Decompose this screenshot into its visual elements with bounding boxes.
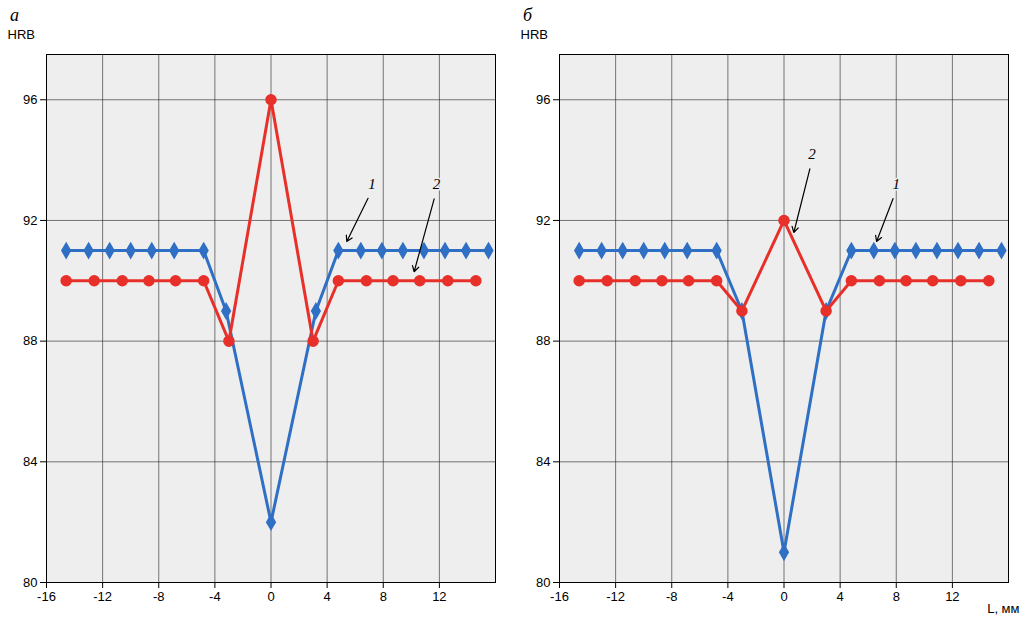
svg-text:96: 96 xyxy=(536,92,550,107)
svg-text:88: 88 xyxy=(536,333,550,348)
svg-text:8: 8 xyxy=(380,589,387,604)
svg-text:84: 84 xyxy=(23,454,37,469)
svg-text:0: 0 xyxy=(780,589,787,604)
svg-text:-16: -16 xyxy=(37,589,56,604)
svg-text:2: 2 xyxy=(433,176,441,192)
svg-text:12: 12 xyxy=(945,589,959,604)
svg-text:80: 80 xyxy=(23,575,37,590)
svg-text:12: 12 xyxy=(432,589,446,604)
svg-text:4: 4 xyxy=(837,589,844,604)
svg-text:L, мм: L, мм xyxy=(987,601,1019,616)
svg-text:8: 8 xyxy=(893,589,900,604)
html-text:б: б xyxy=(523,5,533,25)
svg-text:0: 0 xyxy=(267,589,274,604)
svg-text:80: 80 xyxy=(536,575,550,590)
svg-text:92: 92 xyxy=(536,213,550,228)
svg-text:-12: -12 xyxy=(606,589,625,604)
svg-text:-8: -8 xyxy=(666,589,678,604)
svg-text:-4: -4 xyxy=(722,589,734,604)
svg-text:HRB: HRB xyxy=(521,27,548,42)
svg-text:HRB: HRB xyxy=(8,27,35,42)
svg-text:-16: -16 xyxy=(550,589,569,604)
svg-text:96: 96 xyxy=(23,92,37,107)
svg-text:1: 1 xyxy=(893,176,901,192)
svg-text:-12: -12 xyxy=(93,589,112,604)
svg-text:2: 2 xyxy=(808,146,816,162)
html-text:а: а xyxy=(10,5,19,25)
svg-text:-8: -8 xyxy=(153,589,165,604)
svg-text:92: 92 xyxy=(23,213,37,228)
svg-text:88: 88 xyxy=(23,333,37,348)
svg-text:-4: -4 xyxy=(209,589,221,604)
svg-text:4: 4 xyxy=(324,589,331,604)
svg-text:1: 1 xyxy=(368,176,376,192)
svg-text:84: 84 xyxy=(536,454,550,469)
